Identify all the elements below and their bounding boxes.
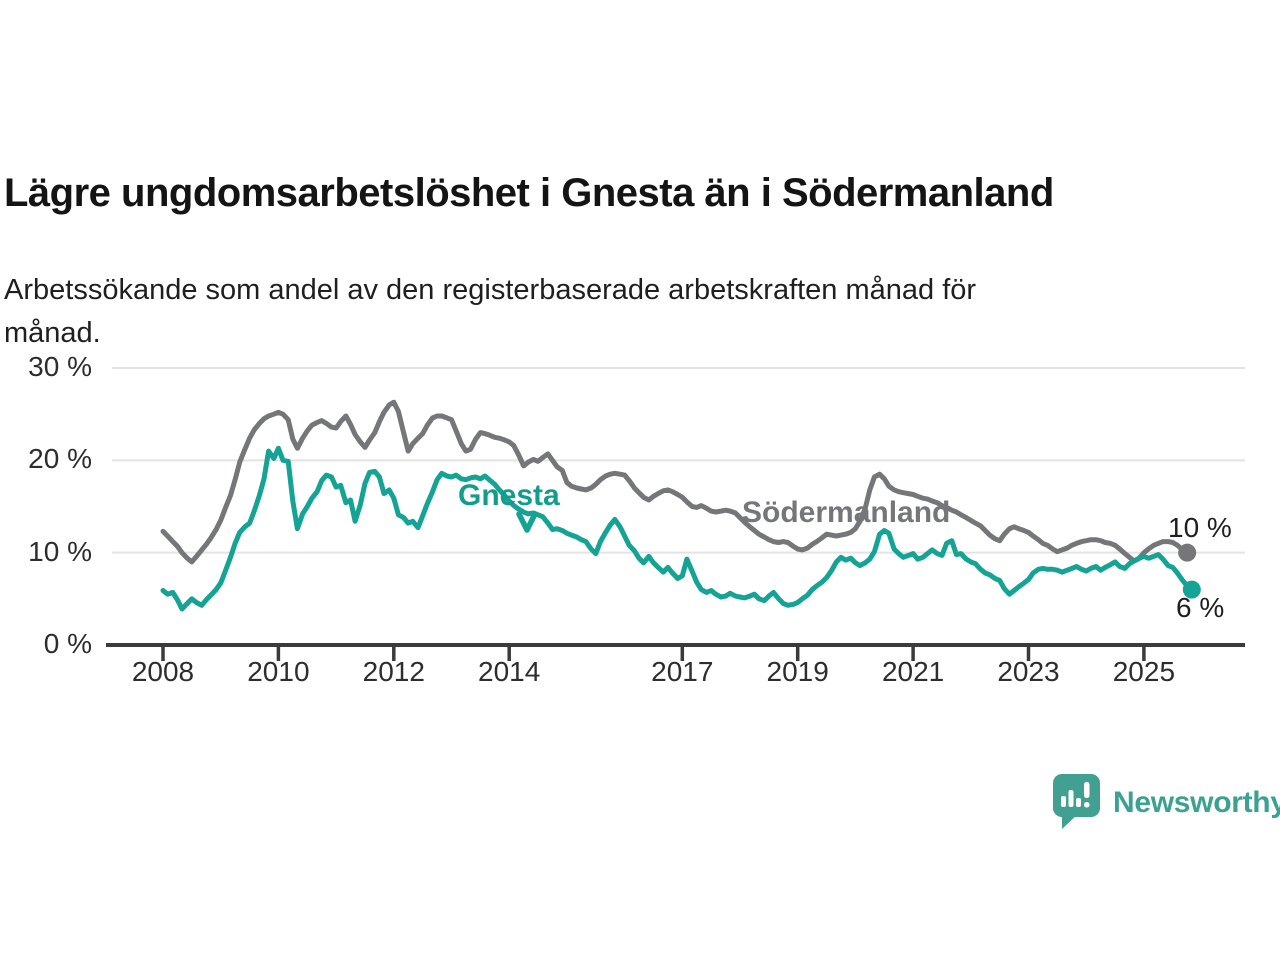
x-axis-tick-label: 2023	[997, 656, 1060, 687]
end-value-label-sodermanland: 10 %	[1168, 512, 1232, 543]
x-axis-tick-label: 2012	[362, 656, 425, 687]
series-end-dot-gnesta	[1182, 580, 1201, 599]
x-axis-tick-label: 2017	[651, 656, 714, 687]
x-axis-tick-label: 2010	[247, 656, 310, 687]
series-line-södermanland	[160, 399, 1190, 565]
page-title: Lägre ungdomsarbetslöshet i Gnesta än i …	[4, 170, 1054, 215]
x-axis-tick-label: 2025	[1112, 656, 1176, 687]
series-line-gnesta	[160, 445, 1195, 612]
chart-subtitle: Arbetssökande som andel av den registerb…	[4, 269, 1224, 355]
x-axis-tick-label: 2021	[881, 656, 945, 687]
x-axis-tick-label: 2008	[131, 656, 195, 687]
x-axis-tick-label: 2019	[766, 656, 829, 687]
series-end-dot-södermanland	[1178, 543, 1197, 562]
y-axis-tick-label: 30 %	[28, 351, 92, 382]
y-axis-tick-label: 10 %	[28, 535, 92, 567]
newsworthy-logo-bubble-chart-icon	[1053, 774, 1100, 829]
newsworthy-logo-text: Newsworthy	[1113, 786, 1280, 819]
x-axis-tick-label: 2014	[478, 656, 541, 687]
chart-subtitle-line-1: Arbetssökande som andel av den registerb…	[4, 274, 977, 306]
end-value-label-gnesta: 6 %	[1176, 592, 1225, 623]
y-axis-tick-label: 0 %	[43, 628, 92, 659]
series-label-sodermanland: Södermanland	[742, 496, 951, 529]
series-label-gnesta: Gnesta	[458, 479, 560, 512]
newsworthy-logo: Newsworthy	[1052, 772, 1280, 834]
gnesta-label-arrow-down-icon	[516, 511, 538, 533]
y-axis-tick-label: 20 %	[28, 443, 92, 475]
chart-subtitle-line-2: månad.	[4, 317, 101, 349]
